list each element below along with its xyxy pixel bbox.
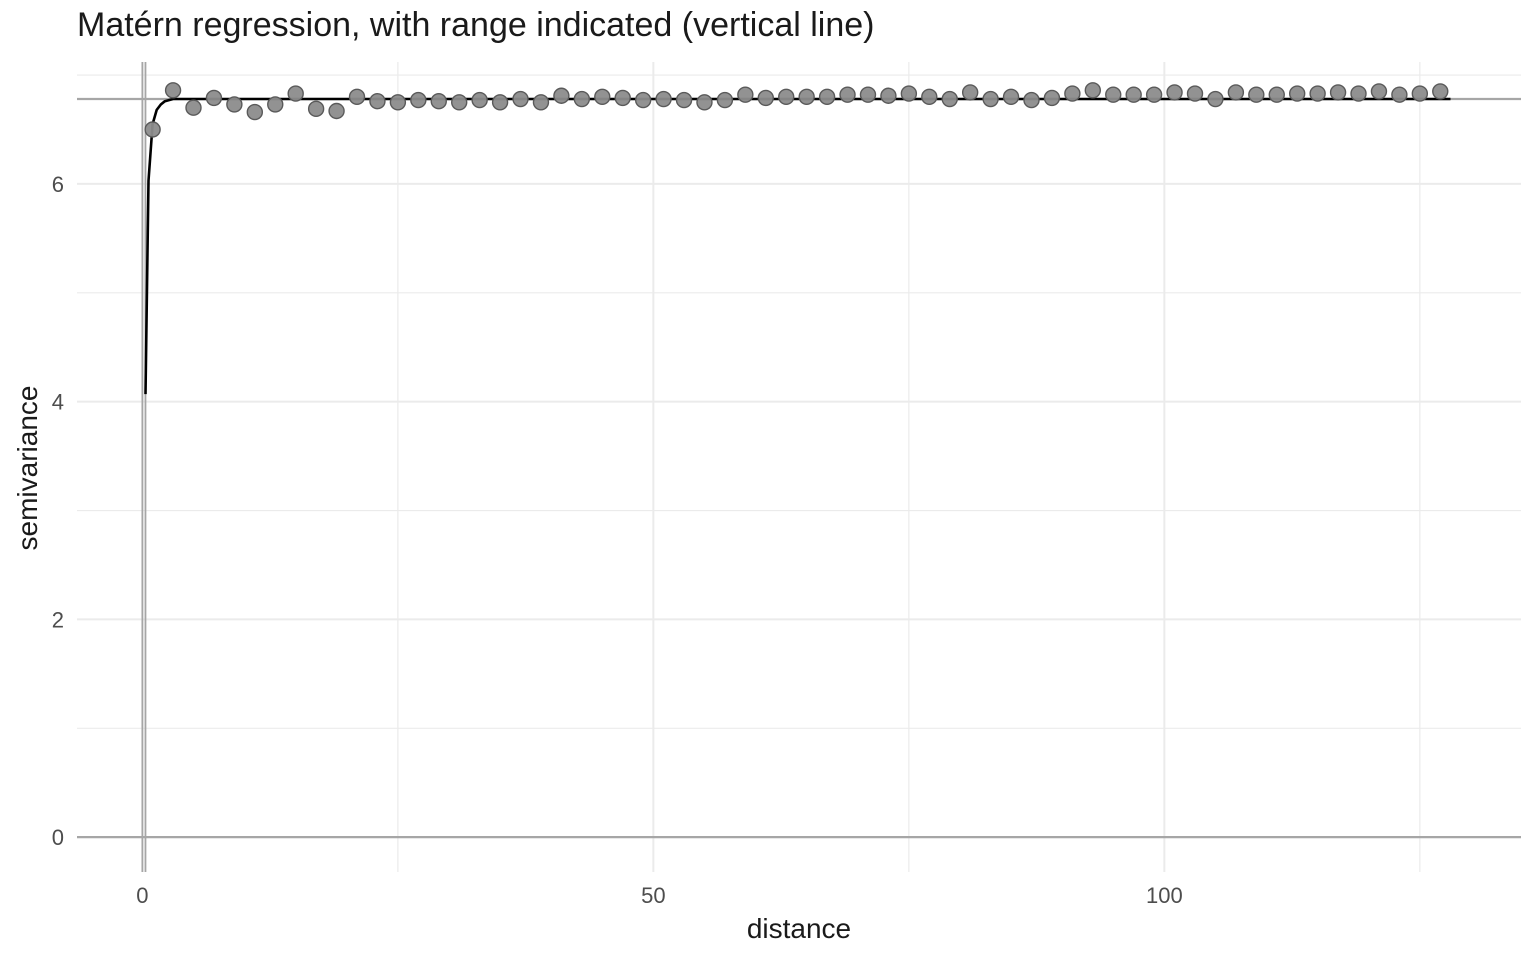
- data-point: [1370, 83, 1388, 100]
- x-tick-label: 100: [1146, 883, 1183, 908]
- data-point: [1411, 85, 1429, 102]
- data-point: [880, 87, 897, 104]
- y-tick-label: 6: [52, 172, 64, 197]
- data-point: [778, 88, 795, 106]
- data-point: [675, 91, 693, 109]
- data-point: [205, 89, 223, 107]
- fit-curve-group: [144, 97, 1451, 395]
- data-point: [594, 88, 611, 106]
- data-point: [655, 90, 672, 108]
- data-point: [1288, 85, 1306, 102]
- x-axis-title: distance: [747, 913, 851, 944]
- data-point: [246, 103, 264, 121]
- data-point: [430, 92, 447, 110]
- data-point: [389, 94, 407, 111]
- data-point: [267, 96, 284, 113]
- data-point: [532, 94, 550, 111]
- data-point: [839, 86, 856, 103]
- data-point: [553, 87, 570, 104]
- data-point: [716, 91, 734, 109]
- data-point: [1391, 86, 1408, 103]
- data-point: [1186, 85, 1204, 102]
- data-point: [1227, 84, 1245, 101]
- chart-title: Matérn regression, with range indicated …: [77, 6, 875, 44]
- data-point: [287, 85, 304, 102]
- data-point: [226, 96, 243, 113]
- data-point: [1064, 85, 1081, 102]
- data-point: [757, 89, 774, 107]
- data-point: [1002, 88, 1020, 106]
- data-point: [164, 82, 182, 99]
- data-point: [961, 84, 979, 101]
- data-point: [818, 88, 836, 106]
- y-tick-label: 2: [52, 607, 64, 632]
- data-point: [1268, 86, 1285, 103]
- data-point: [1145, 86, 1163, 103]
- data-point: [634, 91, 652, 109]
- major-gridlines: [77, 62, 1521, 872]
- data-point: [307, 100, 325, 118]
- data-point: [185, 99, 202, 116]
- data-point: [471, 91, 488, 109]
- data-point: [512, 90, 529, 108]
- data-point: [1166, 84, 1183, 101]
- points-group: [144, 82, 1449, 138]
- data-point: [1105, 86, 1122, 103]
- data-point: [737, 86, 754, 103]
- y-tick-labels: 0 2 4 6: [52, 172, 64, 850]
- data-point: [1350, 85, 1367, 102]
- data-point: [1248, 86, 1265, 103]
- x-tick-label: 0: [136, 883, 148, 908]
- data-point: [1043, 89, 1061, 107]
- minor-gridlines: [77, 62, 1521, 872]
- data-point: [1023, 91, 1040, 109]
- data-point: [451, 94, 468, 111]
- y-axis-title: semivariance: [12, 386, 43, 551]
- x-tick-label: 50: [641, 883, 665, 908]
- data-point: [900, 85, 918, 102]
- data-point: [410, 91, 427, 109]
- data-point: [921, 88, 938, 106]
- data-point: [573, 90, 591, 108]
- y-tick-label: 4: [52, 390, 64, 415]
- data-point: [614, 89, 631, 107]
- data-point: [144, 121, 161, 138]
- data-point: [328, 102, 345, 120]
- data-point: [491, 94, 509, 111]
- data-point: [696, 94, 713, 111]
- data-point: [1432, 83, 1449, 100]
- data-point: [369, 92, 386, 110]
- data-point: [1329, 84, 1347, 101]
- fit-line: [144, 97, 1451, 395]
- data-point: [1309, 85, 1326, 102]
- data-point: [348, 88, 366, 106]
- x-tick-labels: 0 50 100: [136, 883, 1182, 908]
- data-point: [1084, 82, 1102, 99]
- data-point: [1207, 90, 1224, 108]
- data-point: [859, 86, 877, 103]
- data-point: [982, 90, 999, 108]
- data-point: [1125, 86, 1142, 103]
- data-point: [941, 90, 958, 108]
- data-point: [798, 88, 815, 106]
- y-tick-label: 0: [52, 825, 64, 850]
